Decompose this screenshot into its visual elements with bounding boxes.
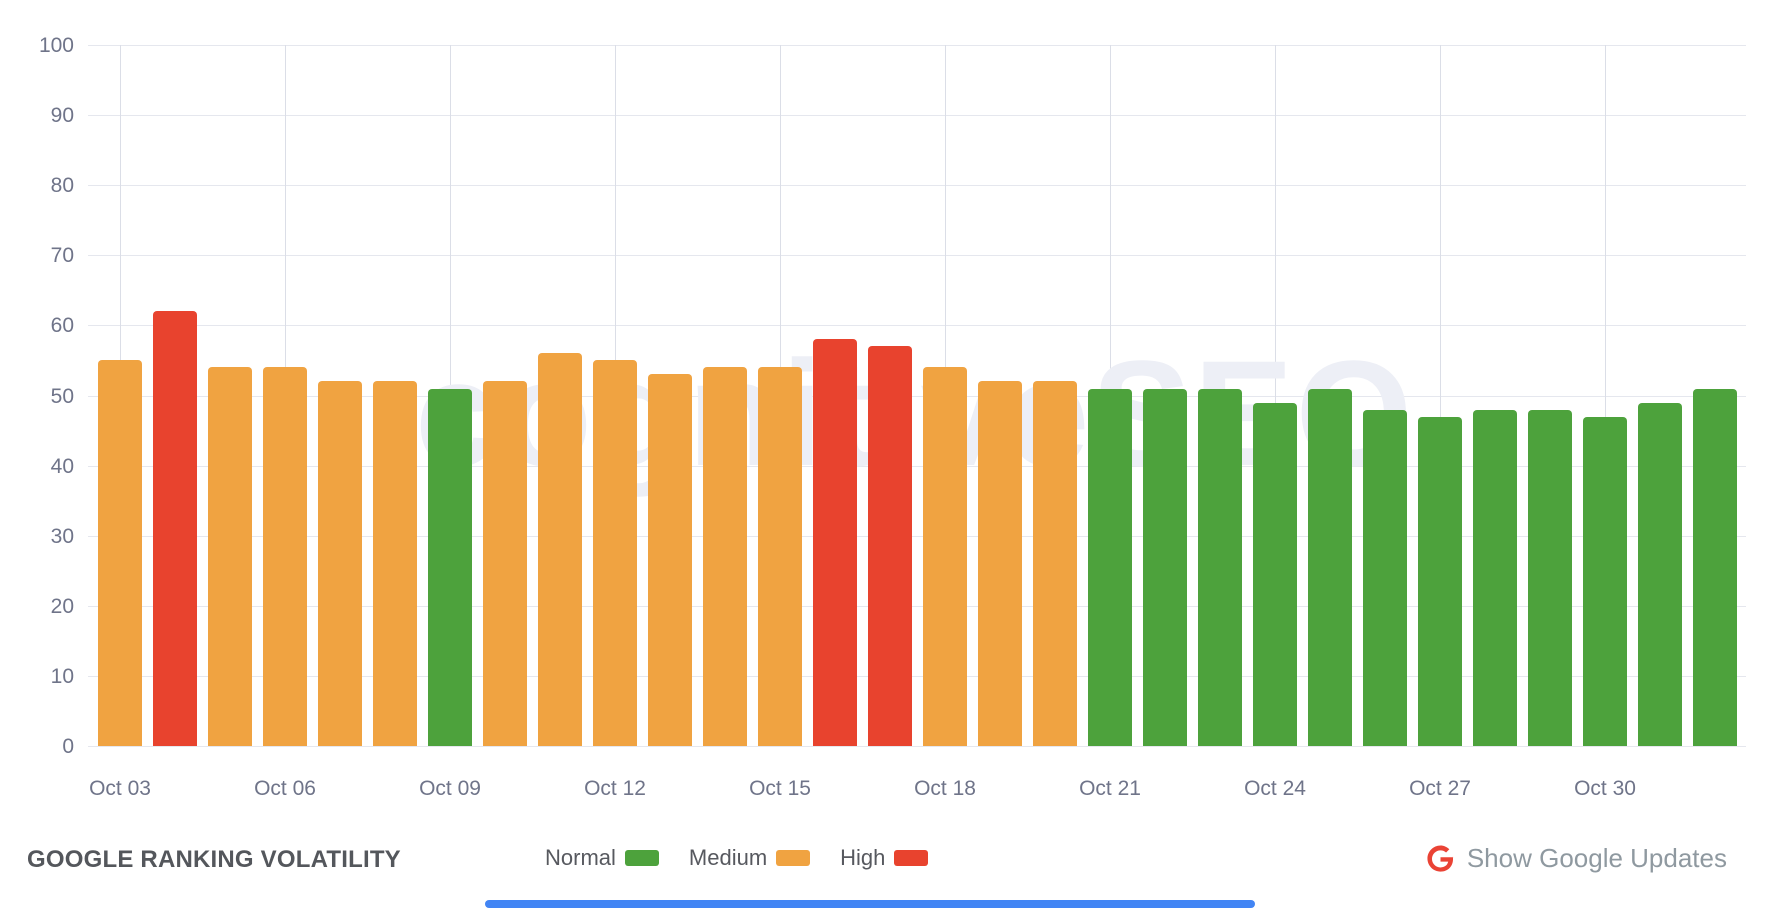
- volatility-bar[interactable]: [483, 381, 527, 746]
- y-gridline: [88, 45, 1746, 46]
- volatility-bar[interactable]: [1143, 388, 1187, 746]
- volatility-bar[interactable]: [1638, 402, 1682, 746]
- volatility-bar[interactable]: [1693, 388, 1737, 746]
- show-google-updates-toggle[interactable]: Show Google Updates: [1424, 840, 1727, 876]
- volatility-bar[interactable]: [538, 353, 582, 746]
- x-axis-tick-label: Oct 12: [584, 777, 646, 800]
- y-axis-tick-label: 60: [50, 314, 74, 338]
- legend: Normal Medium High: [545, 844, 929, 872]
- y-axis-tick-label: 30: [50, 524, 74, 548]
- volatility-bar[interactable]: [1198, 388, 1242, 746]
- x-axis-tick-label: Oct 30: [1574, 777, 1636, 800]
- y-axis-tick-label: 50: [50, 384, 74, 408]
- chart-horizontal-scrollbar[interactable]: [485, 900, 1255, 908]
- show-google-updates-label: Show Google Updates: [1466, 842, 1727, 873]
- volatility-bar[interactable]: [1033, 381, 1077, 746]
- volatility-bar[interactable]: [428, 388, 472, 746]
- volatility-bar[interactable]: [593, 360, 637, 746]
- y-axis-tick-label: 0: [62, 735, 74, 758]
- legend-item-medium: Medium: [688, 845, 811, 871]
- y-axis-tick-label: 70: [50, 244, 74, 268]
- x-axis-tick-label: Oct 18: [914, 777, 976, 800]
- y-gridline: [88, 325, 1746, 327]
- volatility-bar[interactable]: [758, 367, 802, 746]
- volatility-bar[interactable]: [648, 374, 692, 746]
- volatility-bar[interactable]: [1253, 402, 1297, 746]
- x-axis-tick-label: Oct 21: [1079, 777, 1141, 800]
- y-gridline: [88, 465, 1746, 467]
- x-gridline: [1275, 45, 1276, 746]
- x-gridline: [1440, 45, 1441, 746]
- x-axis-tick-label: Oct 15: [749, 777, 811, 800]
- x-axis-tick-label: Oct 24: [1244, 777, 1306, 800]
- volatility-bar[interactable]: [1583, 416, 1627, 746]
- legend-swatch-high: [894, 850, 929, 866]
- volatility-bar[interactable]: [923, 367, 967, 746]
- volatility-bar[interactable]: [208, 367, 252, 746]
- volatility-bar[interactable]: [373, 381, 417, 746]
- volatility-bar[interactable]: [978, 381, 1022, 746]
- y-axis-tick-label: 20: [50, 594, 74, 618]
- volatility-bar[interactable]: [1528, 409, 1572, 746]
- legend-swatch-normal: [624, 850, 659, 866]
- volatility-bar[interactable]: [98, 360, 142, 746]
- volatility-bar[interactable]: [153, 311, 197, 746]
- y-gridline: [88, 746, 1746, 747]
- volatility-bar[interactable]: [1473, 409, 1517, 746]
- x-axis-tick-label: Oct 27: [1409, 777, 1471, 800]
- y-gridline: [88, 185, 1746, 187]
- volatility-bar[interactable]: [1308, 388, 1352, 746]
- x-gridline: [1605, 45, 1606, 746]
- y-axis-tick-label: 80: [50, 174, 74, 198]
- y-axis-tick-label: 100: [38, 34, 74, 57]
- legend-label: Medium: [688, 845, 768, 870]
- y-gridline: [88, 115, 1746, 117]
- volatility-bar[interactable]: [1363, 409, 1407, 746]
- y-gridline: [88, 535, 1746, 537]
- volatility-bar[interactable]: [1088, 388, 1132, 746]
- y-gridline: [88, 605, 1746, 607]
- volatility-bar[interactable]: [263, 367, 307, 746]
- y-axis-tick-label: 10: [50, 664, 74, 688]
- volatility-bar[interactable]: [703, 367, 747, 746]
- legend-label: High: [840, 845, 886, 870]
- google-g-icon: [1427, 844, 1454, 872]
- volatility-bar[interactable]: [868, 346, 912, 746]
- chart-title: GOOGLE RANKING VOLATILITY: [27, 846, 401, 873]
- legend-label: Normal: [545, 845, 616, 870]
- legend-item-normal: Normal: [545, 845, 659, 871]
- y-axis-tick-label: 40: [50, 454, 74, 478]
- y-gridline: [88, 395, 1746, 397]
- x-axis-tick-label: Oct 09: [419, 777, 481, 800]
- plot-area: [88, 45, 1746, 747]
- y-gridline: [88, 255, 1746, 257]
- legend-swatch-medium: [776, 850, 811, 866]
- volatility-bar[interactable]: [813, 339, 857, 746]
- x-axis-tick-label: Oct 03: [89, 777, 151, 800]
- y-axis-tick-label: 90: [50, 104, 74, 128]
- volatility-bar[interactable]: [1418, 416, 1462, 746]
- volatility-bar[interactable]: [318, 381, 362, 746]
- legend-item-high: High: [840, 845, 929, 871]
- x-axis-tick-label: Oct 06: [254, 777, 316, 800]
- y-gridline: [88, 675, 1746, 677]
